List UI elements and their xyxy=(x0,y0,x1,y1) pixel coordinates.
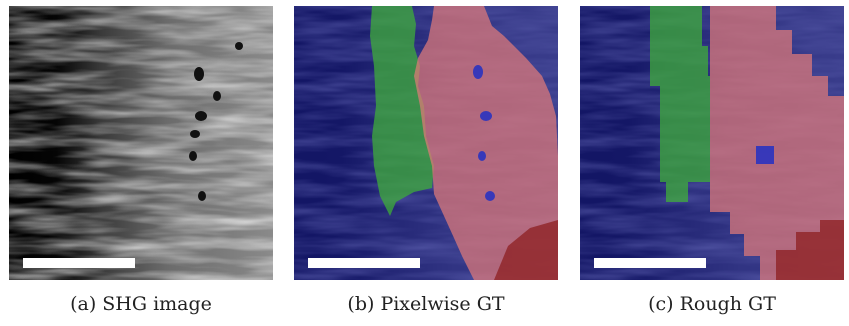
red-region xyxy=(710,6,844,280)
pixelwise-gt-image xyxy=(294,6,558,280)
scale-bar xyxy=(23,258,135,268)
caption-pixelwise-gt: (b) Pixelwise GT xyxy=(347,293,505,315)
scale-bar xyxy=(594,258,706,268)
shg-image xyxy=(9,6,273,280)
pixelwise-gt-panel xyxy=(294,6,558,280)
red-region xyxy=(414,6,558,280)
green-region xyxy=(650,6,710,202)
rough-gt-image xyxy=(580,6,844,280)
shg-image-panel xyxy=(9,6,273,280)
rough-gt-panel xyxy=(580,6,844,280)
caption-rough-gt: (c) Rough GT xyxy=(648,293,776,315)
scale-bar xyxy=(308,258,420,268)
dark-cells xyxy=(189,42,243,201)
green-region xyxy=(370,6,434,216)
caption-shg-image: (a) SHG image xyxy=(70,293,212,315)
